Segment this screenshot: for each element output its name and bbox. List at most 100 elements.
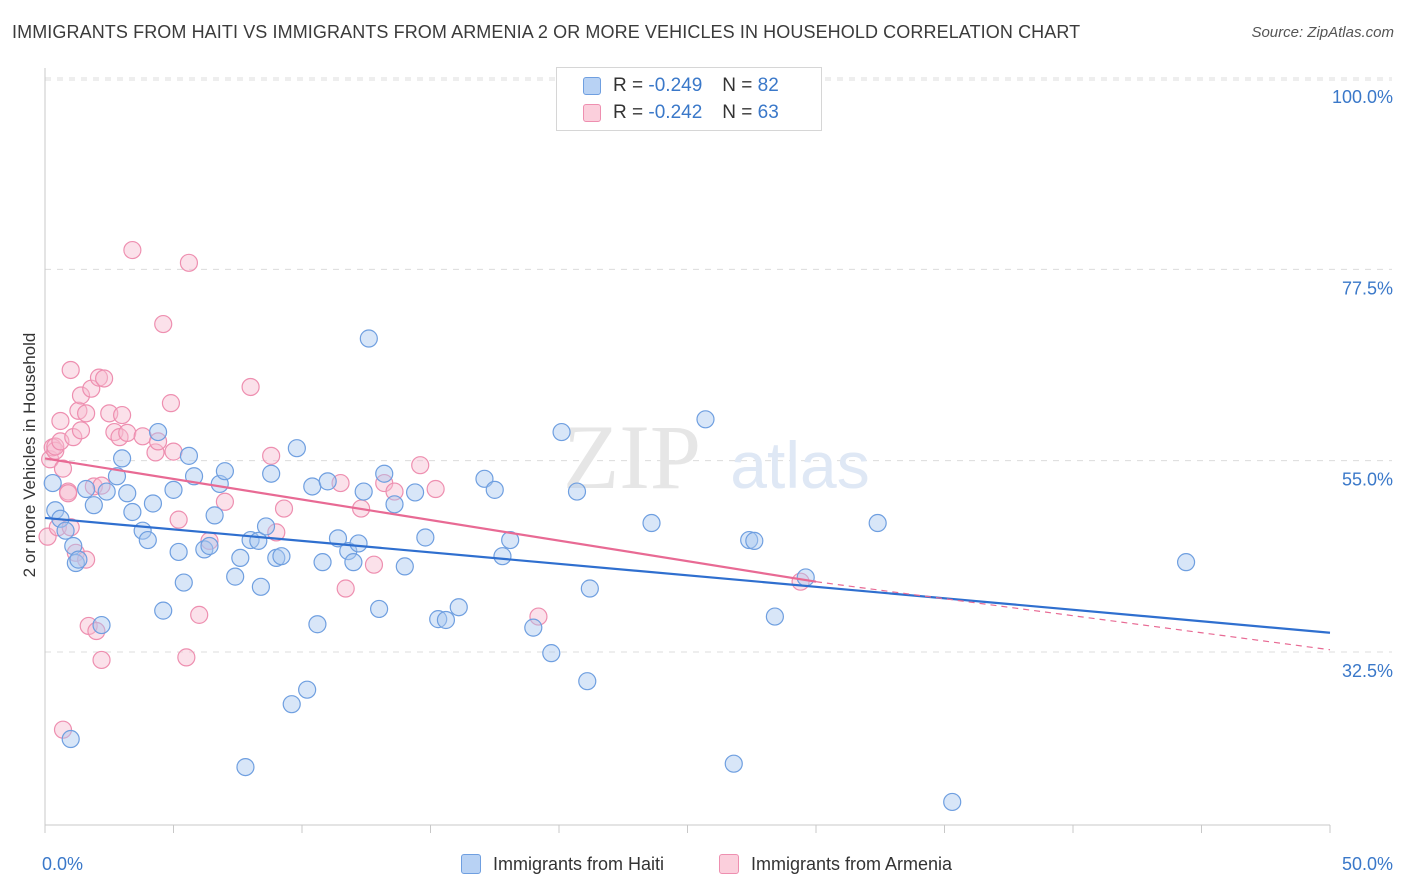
watermark-atlas: atlas bbox=[730, 428, 869, 502]
haiti-point bbox=[349, 534, 368, 553]
armenia-point bbox=[267, 523, 286, 542]
armenia-point bbox=[133, 427, 152, 446]
haiti-point bbox=[313, 553, 332, 572]
haiti-point bbox=[416, 528, 435, 547]
haiti-point bbox=[542, 644, 561, 663]
armenia-point bbox=[77, 404, 96, 423]
haiti-point bbox=[578, 672, 597, 691]
haiti-point bbox=[56, 521, 75, 540]
armenia-point bbox=[64, 428, 83, 447]
haiti-point bbox=[231, 548, 250, 568]
armenia-point bbox=[179, 253, 199, 272]
haiti-point bbox=[375, 464, 394, 483]
bottom-legend-haiti: Immigrants from Haiti bbox=[461, 852, 664, 876]
haiti-point bbox=[148, 422, 168, 442]
armenia-point bbox=[215, 492, 234, 511]
haiti-point bbox=[282, 695, 301, 714]
armenia-trend-line bbox=[44, 457, 817, 583]
armenia-point bbox=[71, 421, 91, 440]
haiti-point bbox=[354, 482, 373, 501]
haiti-point bbox=[92, 615, 111, 635]
haiti-point bbox=[449, 598, 468, 617]
armenia-trend-extension bbox=[815, 581, 1331, 651]
armenia-point bbox=[118, 423, 137, 442]
haiti-point bbox=[580, 579, 599, 598]
haiti-swatch bbox=[583, 77, 601, 95]
haiti-legend-swatch bbox=[461, 854, 481, 874]
haiti-point bbox=[328, 529, 348, 548]
haiti-point bbox=[164, 480, 183, 499]
haiti-point bbox=[344, 553, 363, 572]
armenia-point bbox=[38, 527, 57, 546]
armenia-point bbox=[161, 394, 181, 413]
armenia-point bbox=[154, 314, 173, 334]
haiti-point bbox=[174, 573, 193, 592]
haiti-point bbox=[567, 482, 587, 501]
armenia-point bbox=[411, 456, 430, 475]
haiti-point bbox=[943, 792, 962, 812]
armenia-point bbox=[105, 422, 124, 442]
haiti-point bbox=[169, 542, 188, 562]
haiti-point bbox=[287, 439, 306, 458]
haiti-point bbox=[1176, 553, 1196, 572]
armenia-point bbox=[87, 621, 106, 641]
armenia-point bbox=[51, 411, 70, 431]
haiti-point bbox=[385, 495, 404, 514]
haiti-point bbox=[501, 530, 520, 550]
armenia-point bbox=[148, 432, 168, 451]
haiti-point bbox=[143, 494, 163, 513]
armenia-point bbox=[95, 369, 114, 388]
armenia-point bbox=[61, 360, 80, 380]
haiti-point bbox=[43, 473, 62, 493]
armenia-point bbox=[123, 240, 142, 260]
haiti-point bbox=[745, 531, 764, 550]
haiti-point bbox=[740, 530, 759, 550]
armenia-point bbox=[71, 386, 91, 405]
legend-haiti-n-label: N = bbox=[722, 75, 753, 96]
legend-armenia-r-label: R = bbox=[613, 102, 644, 123]
haiti-point bbox=[138, 530, 157, 550]
haiti-point bbox=[251, 577, 270, 596]
x-tick-label: 50.0% bbox=[1342, 854, 1393, 874]
armenia-point bbox=[92, 476, 111, 495]
armenia-point bbox=[169, 510, 188, 529]
armenia-point bbox=[190, 605, 209, 624]
armenia-point bbox=[53, 720, 73, 739]
armenia-point bbox=[529, 607, 548, 626]
haiti-point bbox=[298, 680, 317, 699]
haiti-point bbox=[308, 615, 327, 634]
haiti-point bbox=[303, 477, 322, 496]
armenia-point bbox=[146, 443, 165, 462]
armenia-point bbox=[164, 442, 183, 461]
haiti-point bbox=[77, 479, 96, 499]
armenia-point bbox=[177, 648, 196, 667]
armenia-point bbox=[426, 479, 445, 499]
haiti-point bbox=[724, 754, 743, 773]
haiti-point bbox=[395, 557, 414, 576]
haiti-point bbox=[262, 464, 281, 483]
haiti-point bbox=[765, 607, 784, 626]
haiti-point bbox=[493, 547, 512, 566]
haiti-legend-label: Immigrants from Haiti bbox=[493, 853, 665, 874]
armenia-point bbox=[364, 555, 384, 574]
haiti-point bbox=[195, 540, 214, 559]
haiti-point bbox=[524, 618, 543, 637]
legend-row-haiti: R = -0.249 N = 82 bbox=[583, 75, 779, 97]
y-tick-label: 77.5% bbox=[1342, 278, 1393, 298]
haiti-point bbox=[642, 513, 661, 533]
trend-lines bbox=[44, 457, 1331, 651]
haiti-point bbox=[868, 513, 887, 533]
haiti-point bbox=[154, 601, 173, 620]
haiti-point bbox=[107, 467, 127, 486]
legend-haiti-r-value: -0.249 bbox=[648, 75, 703, 96]
armenia-point bbox=[46, 437, 65, 456]
armenia-point bbox=[92, 650, 111, 670]
chart-title: IMMIGRANTS FROM HAITI VS IMMIGRANTS FROM… bbox=[12, 22, 1081, 42]
haiti-point bbox=[405, 483, 425, 502]
armenia-point bbox=[262, 446, 281, 465]
armenia-point bbox=[112, 405, 132, 425]
haiti-point bbox=[118, 484, 137, 503]
armenia-point bbox=[336, 579, 355, 598]
armenia-point bbox=[53, 459, 73, 478]
haiti-point bbox=[179, 446, 199, 465]
